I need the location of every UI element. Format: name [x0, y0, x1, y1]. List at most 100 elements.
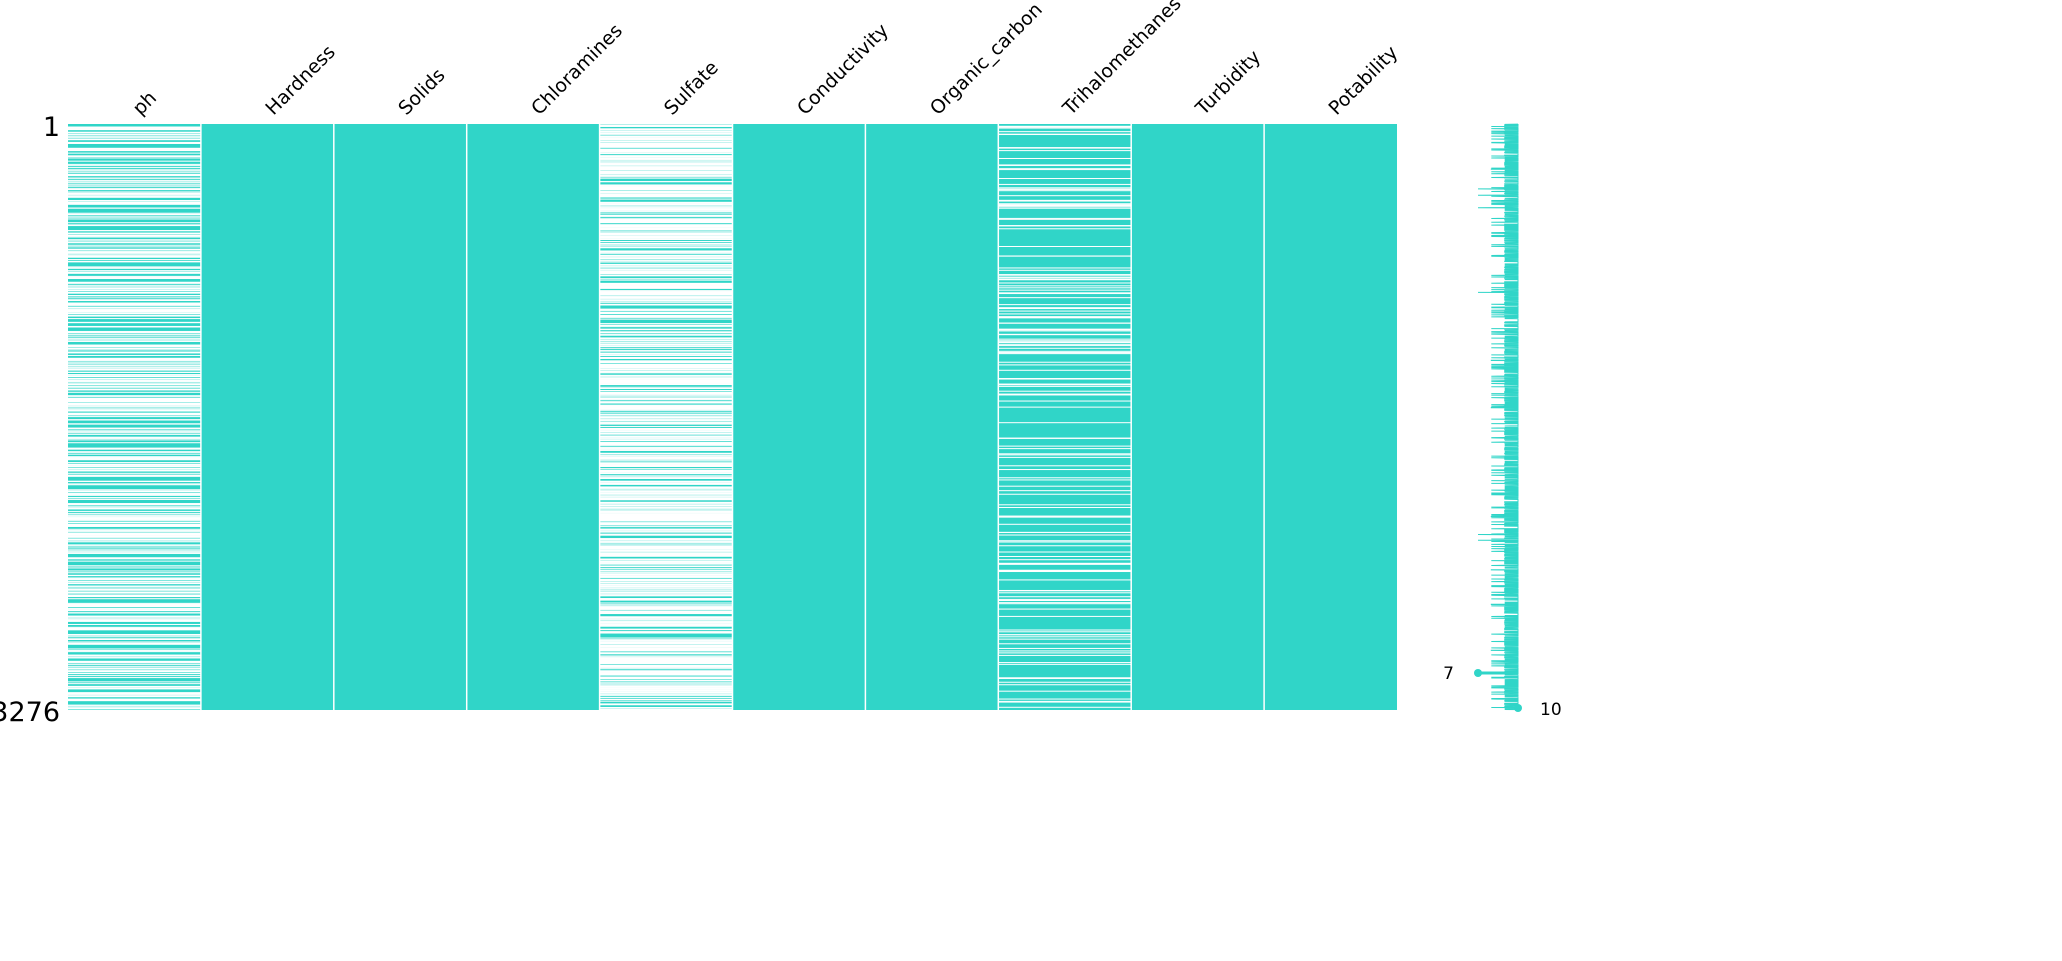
missing-row-line [68, 437, 201, 439]
missing-row-line [599, 507, 733, 509]
missing-row-line [68, 608, 201, 610]
missing-row-line [68, 590, 201, 592]
missing-row-line [599, 672, 733, 674]
missing-row-line [68, 313, 201, 315]
missing-row-line [599, 475, 733, 477]
missing-row-line [68, 232, 201, 234]
missing-row-line [68, 354, 201, 356]
missing-row-line [599, 380, 733, 382]
missing-row-line [599, 687, 733, 689]
missing-row-line [599, 124, 733, 126]
missing-row-line [68, 516, 201, 518]
missing-row-line [998, 551, 1132, 553]
missing-row-line [599, 221, 733, 223]
missing-row-line [599, 128, 733, 130]
missing-row-line [599, 559, 733, 561]
missing-row-line [599, 381, 733, 383]
missing-row-line [599, 496, 733, 498]
missing-row-line [599, 493, 733, 495]
missing-row-line [599, 507, 733, 509]
missing-row-line [599, 586, 733, 588]
missing-row-line [68, 380, 201, 382]
missing-row-line [68, 285, 201, 287]
completeness-sparkline [1474, 123, 1522, 712]
missing-row-line [998, 629, 1132, 631]
missing-row-line [68, 381, 201, 383]
missing-row-line [599, 311, 733, 313]
missing-row-line [599, 397, 733, 399]
column-Hardness [200, 124, 334, 710]
missing-row-line [599, 660, 733, 662]
missing-row-line [599, 704, 733, 706]
missing-row-line [599, 555, 733, 557]
missing-row-line [599, 161, 733, 163]
missing-row-line [599, 595, 733, 597]
missing-row-line [599, 406, 733, 408]
missing-row-line [68, 322, 201, 324]
missing-row-line [599, 677, 733, 679]
missing-row-line [68, 252, 201, 254]
missing-row-line [599, 328, 733, 330]
missing-row-line [998, 602, 1132, 604]
missing-row-line [599, 689, 733, 691]
missing-row-line [599, 611, 733, 613]
missing-row-line [68, 287, 201, 289]
missing-row-line [599, 398, 733, 400]
missing-row-line [599, 415, 733, 417]
missing-row-line [68, 637, 201, 639]
missing-row-line [599, 581, 733, 583]
y-tick-first: 1 [43, 112, 60, 143]
missing-row-line [599, 345, 733, 347]
missing-row-line [998, 479, 1132, 481]
missing-row-line [599, 665, 733, 667]
missing-row-line [68, 388, 201, 390]
missing-row-line [599, 369, 733, 371]
missing-row-line [599, 165, 733, 167]
missing-row-line [68, 195, 201, 197]
missing-row-line [599, 680, 733, 682]
missing-row-line [68, 669, 201, 671]
missing-row-line [599, 605, 733, 607]
missing-row-line [599, 393, 733, 395]
missing-row-line [599, 602, 733, 604]
missing-row-line [599, 184, 733, 186]
missing-row-line [599, 220, 733, 222]
missing-row-line [68, 401, 201, 403]
missing-row-line [599, 195, 733, 197]
missing-row-line [599, 552, 733, 554]
missing-row-line [599, 318, 733, 320]
missing-row-line [998, 390, 1132, 392]
missing-row-line [68, 384, 201, 386]
missing-row-line [68, 128, 201, 130]
missing-row-line [599, 579, 733, 581]
missing-row-line [599, 520, 733, 522]
missing-row-line [998, 343, 1132, 345]
missing-row-line [599, 274, 733, 276]
missing-row-line [68, 306, 201, 308]
missing-row-line [599, 487, 733, 489]
missing-row-line [599, 652, 733, 654]
missing-row-line [68, 352, 201, 354]
missing-row-line [599, 185, 733, 187]
missing-row-line [599, 147, 733, 149]
missing-row-line [998, 631, 1132, 633]
missing-row-line [68, 330, 201, 332]
missing-row-line [68, 222, 201, 224]
missing-row-line [599, 513, 733, 515]
missing-row-line [599, 685, 733, 687]
column-bar [1264, 124, 1397, 710]
missing-row-line [68, 493, 201, 495]
missing-row-line [998, 534, 1132, 536]
sparkline-min-label: 7 [1443, 664, 1454, 684]
missing-row-line [599, 518, 733, 520]
missing-row-line [68, 349, 201, 351]
missing-row-line [998, 361, 1132, 363]
missing-row-line [599, 344, 733, 346]
missing-row-line [599, 590, 733, 592]
missing-row-line [599, 434, 733, 436]
missing-row-line [998, 228, 1132, 230]
column-Potability [1263, 124, 1397, 710]
missing-row-line [68, 618, 201, 620]
missing-row-line [599, 292, 733, 294]
